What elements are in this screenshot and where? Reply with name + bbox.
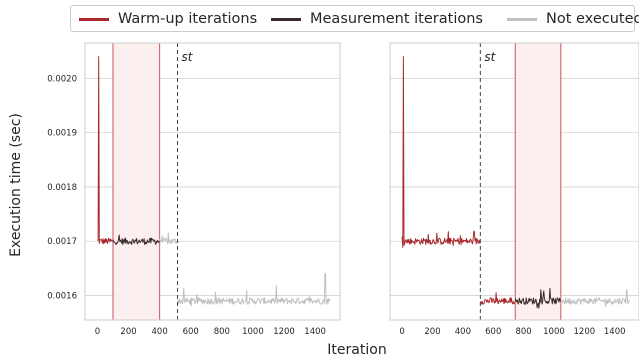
legend-label-not-executed: Not executed [546,11,639,27]
x-tick-label-right-6: 1200 [574,327,596,337]
x-tick-label-left-2: 400 [152,327,168,337]
x-tick-label-right-5: 1000 [543,327,565,337]
series-line-right-1 [479,292,516,305]
plot-frame-left [84,42,341,321]
y-tick-label-4: 0.0020 [47,74,77,84]
series-line-right-3 [560,289,630,307]
series-line-left-3 [177,273,331,307]
series-line-left-0 [97,56,114,245]
legend-swatch-measurement [271,17,301,21]
x-tick-label-right-2: 400 [455,327,471,337]
x-tick-label-right-7: 1400 [604,327,626,337]
st-label-left: st [182,50,194,64]
legend-label-warmup: Warm-up iterations [118,11,258,27]
x-tick-label-left-1: 200 [120,327,136,337]
x-tick-label-left-6: 1200 [273,327,295,337]
y-tick-label-3: 0.0019 [47,129,77,139]
y-tick-label-1: 0.0017 [47,237,77,247]
x-tick-label-left-7: 1400 [304,327,326,337]
series-line-left-2 [159,232,178,245]
x-tick-label-right-4: 800 [515,327,531,337]
legend-item-not-executed: Not executed [507,10,639,28]
legend-swatch-not-executed [507,17,537,21]
series-line-right-2 [514,287,562,309]
measurement-window-left [112,43,160,320]
legend-swatch-warmup [79,17,109,21]
x-axis-label: Iteration [327,342,387,358]
y-axis-label: Execution time (sec) [8,113,24,257]
legend-label-measurement: Measurement iterations [310,11,483,27]
x-tick-label-left-5: 1000 [242,327,264,337]
legend-item-measurement: Measurement iterations [271,10,483,28]
x-tick-label-left-4: 800 [214,327,230,337]
x-tick-label-left-3: 600 [183,327,199,337]
series-line-left-1 [112,234,161,245]
x-tick-label-right-3: 600 [485,327,501,337]
x-tick-label-right-0: 0 [399,327,404,337]
measurement-window-right [515,43,561,320]
y-tick-label-2: 0.0018 [47,183,77,193]
x-tick-label-right-1: 200 [424,327,440,337]
plot-frame-right [389,42,639,321]
st-label-right: st [484,50,496,64]
y-tick-label-0: 0.0016 [47,292,77,302]
x-tick-label-left-0: 0 [95,327,100,337]
series-line-right-0 [401,56,481,248]
legend: Warm-up iterations Measurement iteration… [70,5,639,32]
legend-item-warmup: Warm-up iterations [79,10,257,28]
